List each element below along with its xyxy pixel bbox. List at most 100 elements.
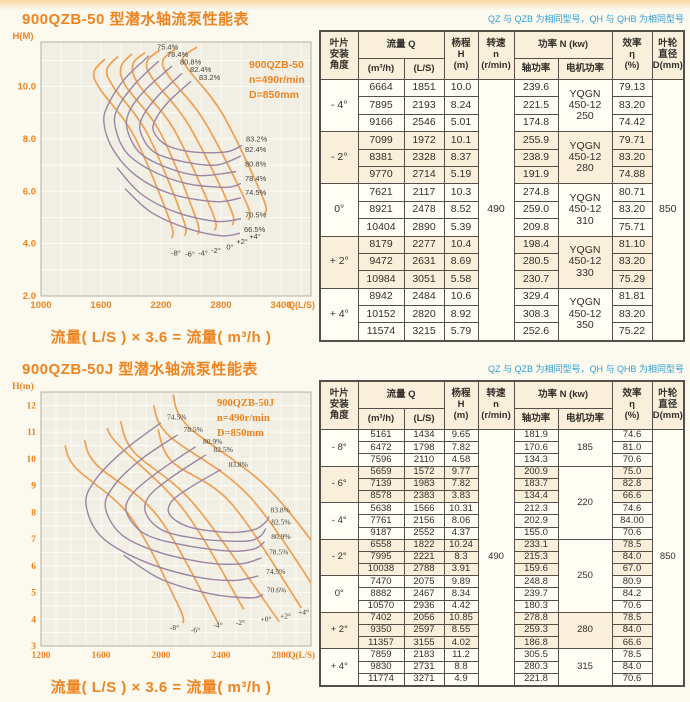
flow-ls-cell: 1434 [403,428,445,443]
efficiency-cell: 84.0 [611,623,653,638]
x-tick-label: 1000 [30,300,51,311]
motor-power-cell: YQGN 450-12 280 [557,131,613,185]
efficiency-cell: 84.0 [611,550,653,565]
x-tick-label: 1200 [32,651,51,661]
efficiency-cell: 70.6 [611,672,653,687]
head-cell: 5.19 [443,165,479,185]
shaft-power-cell: 255.9 [513,131,559,150]
head-cell: 8.52 [443,200,479,220]
performance-chart: -8° -6°-4° -2° +0° +2° +4°74.5%78.5%80.9%82.5… [12,381,315,661]
angle-label: -6° [191,626,200,635]
efficiency-cell: 79.71 [611,131,653,150]
flow-ls-cell: 2221 [403,550,445,565]
head-cell: 3.83 [443,489,479,504]
head-cell: 10.3 [443,183,479,202]
efficiency-label: 80.9% [271,532,290,541]
table-row: 8578 2383 3.83 134.4 66.6 [320,489,684,504]
y-tick-label: 7 [31,535,36,545]
efficiency-label: 70.5% [245,210,267,219]
angle-label: -4° [198,248,208,257]
shaft-power-cell: 259.0 [513,200,559,220]
efficiency-cell: 74.6 [611,428,653,443]
efficiency-cell: 79.13 [611,78,653,98]
motor-power-cell: YQGN 450-12 310 [557,183,613,237]
flow-m3h-cell: 5659 [357,465,405,479]
flow-ls-cell: 2552 [403,526,445,540]
flow-m3h-cell: 5638 [357,502,405,516]
flow-ls-cell: 2890 [403,218,445,237]
flow-ls-cell: 1566 [403,502,445,516]
y-tick-label: 5 [31,589,36,599]
flow-ls-cell: 2631 [403,252,445,272]
efficiency-label: 70.6% [267,586,286,595]
head-cell: 4.42 [443,599,479,613]
column-header-head: 杨程 H (m) [443,380,479,430]
blade-angle-curve-+4° [181,46,268,215]
x-tick-label: 2800 [210,300,231,311]
shaft-power-cell: 186.8 [513,636,559,650]
efficiency-label: 78.5% [269,548,288,557]
flow-m3h-cell: 6558 [357,538,405,552]
flow-m3h-cell: 7139 [357,477,405,491]
flow-ls-cell: 2383 [403,489,445,504]
angle-cell: 0° [319,183,359,237]
efficiency-cell: 74.88 [611,165,653,185]
performance-chart-area: -8° -6° -4° -2° +0° +2° +4° 74.5% 78.5% 80.9% 82.5… [5,380,317,697]
speed-cell: 490 [477,428,515,687]
column-header-blade-angle: 叶片 安装 角度 [319,30,359,80]
flow-ls-cell: 2597 [403,623,445,638]
head-cell: 8.34 [443,587,479,601]
y-tick-label: 3 [31,642,36,652]
table-row: 10404 2890 5.39 209.8 75.71 [320,218,684,237]
efficiency-cell: 66.6 [611,636,653,650]
table-row: 9350 2597 8.55 259.3 84.0 [320,623,684,638]
motor-power-cell: 280 [557,611,613,650]
shaft-power-cell: 191.9 [513,165,559,185]
y-axis-label: H(M) [12,31,33,42]
head-cell: 8.69 [443,252,479,272]
flow-m3h-cell: 10038 [357,563,405,577]
chart-legend-line: n=490r/min [217,413,270,424]
motor-power-cell: 220 [557,465,613,540]
performance-chart: -8° -6° -4° -2° 0°+2°+4°75.4%78.4%80.8%82.4%… [12,31,315,311]
flow-m3h-cell: 8882 [357,587,405,601]
y-axis-label: H(m) [12,381,34,392]
flow-ls-cell: 2788 [403,563,445,577]
motor-power-cell: 315 [557,648,613,687]
chart-legend-line: 900QZB-50 [249,59,304,71]
x-axis-unit: Q(L/S) [288,650,315,660]
efficiency-cell: 80.71 [611,183,653,202]
efficiency-label: 74.5% [167,412,186,421]
shaft-power-cell: 280.3 [513,660,559,674]
efficiency-cell: 83.20 [611,305,653,324]
flow-ls-cell: 1983 [403,477,445,491]
chart-legend-line: n=490r/min [249,74,305,86]
angle-label: +4° [249,232,261,241]
efficiency-label: 83.8% [229,460,248,469]
head-cell: 11.2 [443,648,479,662]
efficiency-curve-80.8% [125,65,237,177]
shaft-power-cell: 239.6 [513,78,559,98]
efficiency-label: 74.5% [245,188,267,197]
head-cell: 10.4 [443,235,479,254]
efficiency-cell: 78.5 [611,611,653,626]
flow-ls-cell: 3215 [403,322,445,342]
flow-conversion-caption: 流量( L/S ) × 3.6 = 流量( m³/h ) [50,329,272,346]
angle-cell: + 4° [319,287,359,342]
head-cell: 10.31 [443,502,479,516]
head-cell: 9.89 [443,575,479,589]
motor-power-cell: YQGN 450-12 350 [557,287,613,342]
table-row: 11574 3215 5.79 252.6 75.22 [320,322,684,342]
flow-ls-cell: 1572 [403,465,445,479]
head-cell: 5.79 [443,322,479,342]
head-cell: 9.77 [443,465,479,479]
column-header-blade-angle: 叶片 安装 角度 [319,380,359,430]
table-row: 10570 2936 4.42 180.3 70.6 [320,599,684,613]
efficiency-label: 83.8% [271,505,290,514]
x-tick-label: 2400 [212,651,231,661]
table-row: - 4° 5638 1566 10.31 212.3 74.6 [319,502,684,540]
flow-ls-cell: 2328 [403,148,445,167]
column-header-flow-m3h: (m³/h) [357,58,405,80]
angle-cell: - 2° [319,538,359,577]
head-cell: 8.55 [443,623,479,638]
